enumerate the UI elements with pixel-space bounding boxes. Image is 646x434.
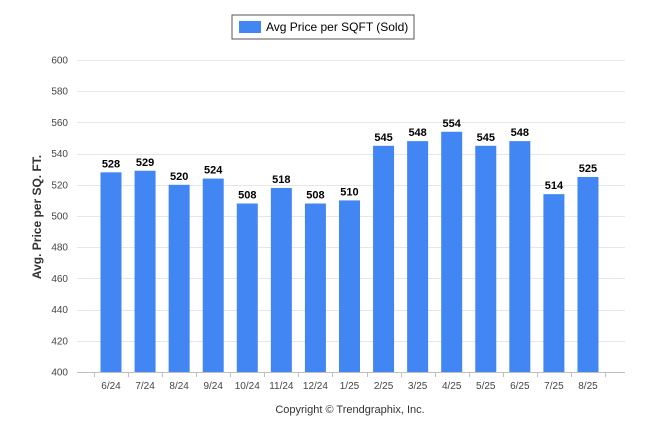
y-tick-label: 500 [51, 212, 68, 223]
bar [304, 203, 326, 372]
y-tick-label: 440 [51, 305, 68, 316]
y-tick-label: 600 [51, 56, 68, 67]
data-label: 548 [511, 127, 529, 139]
bar [338, 200, 360, 372]
bars [100, 131, 599, 372]
bar [441, 131, 463, 372]
bar [577, 177, 599, 372]
y-tick-label: 540 [51, 149, 68, 160]
x-tick-label: 11/24 [269, 381, 294, 392]
x-tick-label: 6/24 [101, 381, 121, 392]
bar [509, 141, 531, 372]
legend-swatch [239, 21, 261, 33]
data-label: 528 [102, 158, 120, 170]
bar [100, 172, 122, 372]
data-label: 524 [204, 165, 223, 177]
bar [373, 145, 395, 372]
bar [407, 141, 429, 372]
bar [270, 187, 292, 372]
data-label: 514 [545, 180, 564, 192]
bar [543, 194, 565, 372]
legend-label: Avg Price per SQFT (Sold) [266, 20, 408, 34]
legend-box [231, 14, 415, 40]
y-tick-label: 400 [51, 368, 68, 379]
y-tick-label: 480 [51, 243, 68, 254]
bar [168, 184, 190, 372]
x-tick-label: 10/24 [235, 381, 260, 392]
x-tick-label: 4/25 [442, 381, 462, 392]
data-label: 554 [443, 118, 462, 130]
data-labels: 528 529 520 524 508 518 508 510 545 548 554 545 548 5… [102, 118, 597, 202]
legend: Avg Price per SQFT (Sold) [231, 14, 415, 40]
data-label: 518 [272, 174, 290, 186]
data-label: 510 [340, 186, 358, 198]
x-tick-label: 8/25 [578, 381, 598, 392]
data-label: 508 [238, 190, 256, 202]
y-tick-label: 460 [51, 274, 68, 285]
bar [475, 145, 497, 372]
y-tick-label: 560 [51, 118, 68, 129]
y-tick-label: 580 [51, 87, 68, 98]
data-label: 545 [374, 132, 392, 144]
x-tick-label: 12/24 [303, 381, 328, 392]
y-tick-label: 420 [51, 336, 68, 347]
gridlines [77, 60, 625, 342]
copyright-text: Copyright © Trendgraphix, Inc. [275, 404, 424, 416]
x-tick-label: 2/25 [374, 381, 394, 392]
x-tick-label: 3/25 [408, 381, 428, 392]
x-tick-label: 9/24 [203, 381, 223, 392]
x-tick-label: 7/24 [135, 381, 155, 392]
y-tick-label: 520 [51, 180, 68, 191]
data-label: 548 [408, 127, 426, 139]
y-axis-title: Avg. Price per SQ. FT. [30, 155, 44, 279]
x-tick-label: 1/25 [340, 381, 360, 392]
x-tick-label: 7/25 [544, 381, 564, 392]
bar [236, 203, 258, 372]
x-tick-label: 5/25 [476, 381, 496, 392]
data-label: 525 [579, 163, 597, 175]
data-label: 508 [306, 190, 324, 202]
bar [134, 170, 156, 372]
data-label: 520 [170, 171, 188, 183]
data-label: 545 [477, 132, 495, 144]
x-tick-label: 8/24 [169, 381, 189, 392]
bar [202, 178, 224, 372]
axes: 400 420 440 460 480 500 520 540 560 580 600 6/24 7/2… [51, 56, 625, 392]
x-tick-label: 6/25 [510, 381, 530, 392]
data-label: 529 [136, 157, 154, 169]
